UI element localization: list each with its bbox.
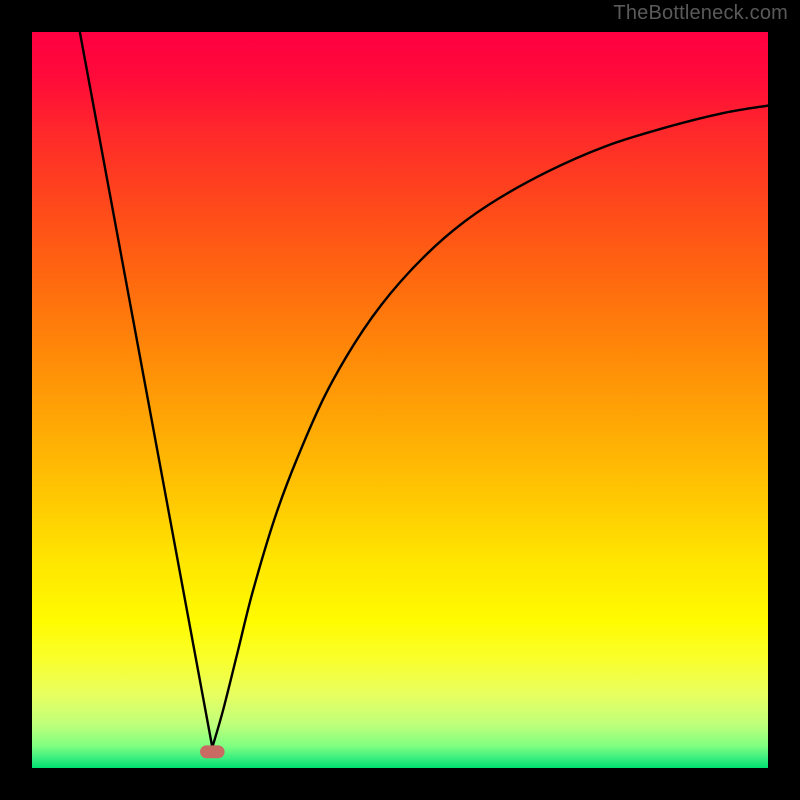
chart-frame: TheBottleneck.com: [0, 0, 800, 800]
watermark-text: TheBottleneck.com: [613, 2, 788, 25]
min-marker: [201, 746, 225, 758]
plot-background: [32, 32, 768, 768]
bottleneck-chart: [0, 0, 800, 800]
